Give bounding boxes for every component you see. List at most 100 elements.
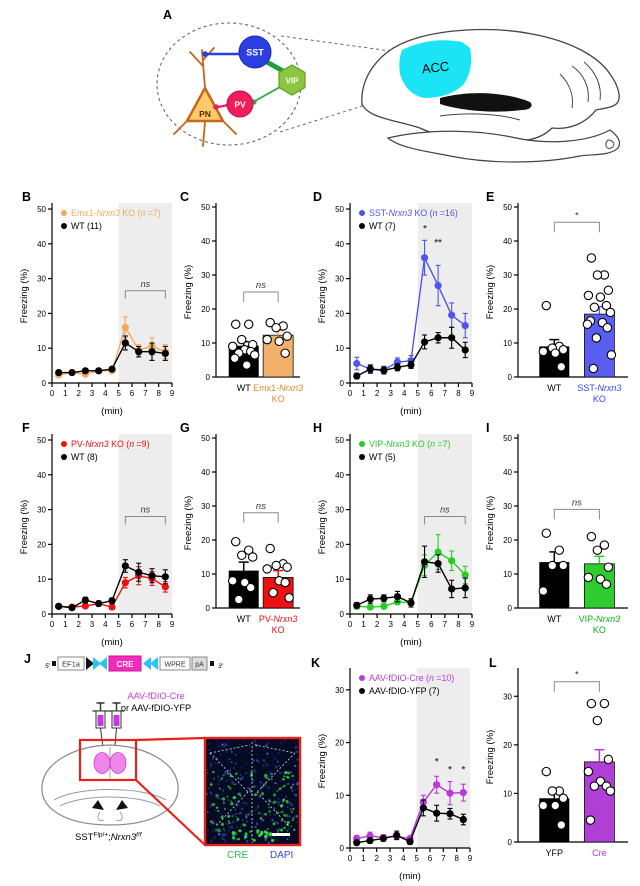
text: 20 <box>335 309 344 318</box>
scatter-dot <box>592 715 603 726</box>
scatter-dot <box>583 290 594 301</box>
data-point <box>393 831 401 839</box>
scatter-dot <box>271 322 281 333</box>
text: 2 <box>375 389 380 398</box>
data-point <box>121 562 129 570</box>
text: 20 <box>335 540 344 549</box>
legend-marker <box>359 223 365 229</box>
frt-site-icon <box>143 657 151 670</box>
text: 9 <box>170 620 175 629</box>
scatter-dot <box>262 564 272 574</box>
data-point <box>407 599 415 607</box>
data-point <box>108 365 116 373</box>
scatter-dot <box>538 800 549 811</box>
scatter-dot <box>595 292 606 302</box>
text: 9 <box>170 389 175 398</box>
text: 50 <box>335 205 344 214</box>
data-point <box>420 338 429 346</box>
text: 10 <box>503 339 512 348</box>
text: 10 <box>37 575 46 584</box>
text: 50 <box>335 436 344 445</box>
text: Emx1-Nrxn3 KO (n =7) <box>71 208 161 218</box>
legend-marker <box>359 675 365 681</box>
data-point <box>55 368 63 377</box>
text: 10 <box>201 339 210 348</box>
text: 2 <box>374 854 379 863</box>
text: 7 <box>441 854 446 863</box>
text: KO <box>593 625 606 635</box>
frt-site-icon <box>99 657 107 670</box>
histology-speckles <box>205 739 300 845</box>
text: WT (7) <box>369 221 396 231</box>
chart-emx1-bar: 0 10 20 30 40 50 Freezing (%) ns WT Emx1-Nrxn3 KO <box>182 195 308 417</box>
frt-site-icon <box>93 657 101 670</box>
data-point <box>433 809 441 817</box>
scatter-dot <box>236 334 247 345</box>
vip-neuron <box>278 64 306 96</box>
text: 20 <box>503 305 512 314</box>
panel-a-diagram: PN SST VIP PV <box>140 8 640 180</box>
text: 5 <box>416 620 421 629</box>
text: 10 <box>503 570 512 579</box>
chart-pv-timecourse: 0 10 20 30 40 50 0 1 2 3 4 5 6 7 8 9 (min) Freezing (%) PV… <box>18 426 178 648</box>
pa-label: pA <box>195 662 204 669</box>
data-point <box>380 594 388 602</box>
text: 30 <box>503 692 512 701</box>
scatter-dot <box>602 322 613 333</box>
legend-marker <box>61 210 67 216</box>
text: 40 <box>201 468 210 477</box>
data-point <box>353 372 361 380</box>
genotype-label: SSTFlp/+;Nrxn3f/f <box>75 832 143 844</box>
scatter-dot <box>241 360 252 370</box>
sst-synapse-bouton <box>202 51 208 57</box>
series <box>55 335 169 377</box>
text: 30 <box>201 502 210 511</box>
text: Freezing (%) <box>485 730 496 784</box>
text: KO <box>593 394 606 404</box>
text: 10 <box>335 344 344 353</box>
text: 7 <box>443 389 448 398</box>
data-point <box>393 593 402 601</box>
chart-sst-timecourse: 0 10 20 30 40 50 0 1 2 3 4 5 6 7 8 9 (min) Freezing (%) SS… <box>316 195 478 417</box>
ef1a-label: EF1a <box>62 660 81 669</box>
scatter-dot <box>583 766 594 777</box>
scatter-dot <box>599 540 610 550</box>
data-point <box>81 367 89 375</box>
text: 7 <box>143 389 148 398</box>
significance-bracket <box>124 290 166 299</box>
wpre-label: WPRE <box>165 662 186 669</box>
scatter-dot <box>245 582 256 593</box>
text: PV-Nrxn3 KO (n =9) <box>71 439 150 449</box>
data-point <box>148 348 156 356</box>
text: 3 <box>388 389 393 398</box>
text: ns <box>141 505 151 515</box>
scatter-dot <box>558 793 569 804</box>
scatter-dot <box>271 560 281 571</box>
text: (min) <box>400 406 422 417</box>
stimulus-shade <box>417 203 472 383</box>
scatter-dot <box>591 333 602 343</box>
text: 9 <box>470 389 475 398</box>
zoom-box <box>78 738 138 782</box>
panel-label-d: D <box>313 190 323 204</box>
scatter-dot <box>556 362 567 372</box>
chart-sst-bar: 0 10 20 30 40 50 Freezing (%) * WT SST-Nrxn3 KO <box>484 195 636 417</box>
text: 3 <box>90 620 95 629</box>
data-point <box>353 359 361 368</box>
scatter-dot <box>538 346 549 357</box>
significance-bracket <box>424 516 466 525</box>
data-point <box>353 601 361 609</box>
vip-label: VIP <box>286 77 300 86</box>
text: SST-Nrxn3 <box>577 383 621 393</box>
text: 30 <box>37 506 46 515</box>
chart-L-svg: 0 10 20 30 Freezing (%) * YFP Cre <box>485 668 628 858</box>
pv-synapse-bouton <box>213 104 219 110</box>
scatter-dot <box>541 766 552 777</box>
construct-wpre-box <box>159 656 191 671</box>
text: 50 <box>37 205 46 214</box>
scatter-dot <box>229 353 240 364</box>
text: 40 <box>335 240 344 249</box>
panel-label-b: B <box>22 190 32 204</box>
legend-marker <box>359 454 365 460</box>
